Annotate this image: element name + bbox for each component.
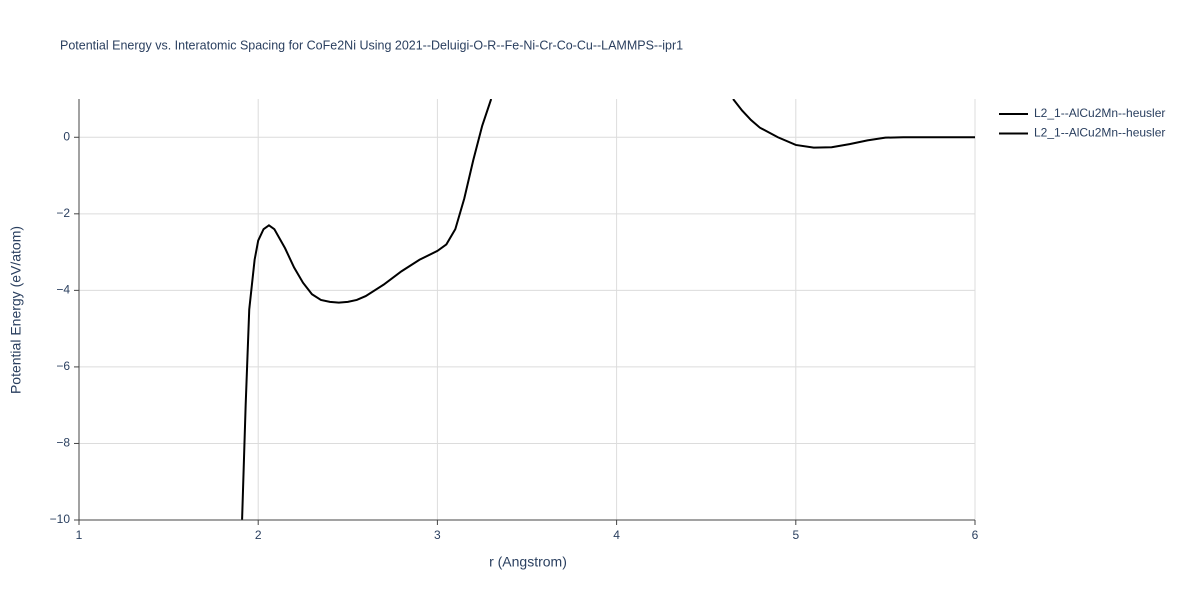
x-tick-label: 5 xyxy=(792,528,799,542)
legend-label: L2_1--AlCu2Mn--heusler xyxy=(1034,106,1165,120)
series-line xyxy=(732,99,975,149)
y-axis-label: Potential Energy (eV/atom) xyxy=(8,226,24,394)
plot-area xyxy=(241,99,975,520)
y-tick-label: −4 xyxy=(56,283,70,297)
x-axis-label: r (Angstrom) xyxy=(489,554,567,570)
y-tick-label: 0 xyxy=(63,129,70,143)
x-tick-label: 4 xyxy=(613,528,620,542)
x-tick-label: 2 xyxy=(255,528,262,542)
series-line xyxy=(241,99,493,520)
y-tick-label: −10 xyxy=(50,512,71,526)
x-tick-label: 3 xyxy=(434,528,441,542)
grid xyxy=(78,99,976,521)
y-tick-label: −2 xyxy=(56,206,70,220)
y-tick-label: −6 xyxy=(56,359,70,373)
x-tick-label: 1 xyxy=(76,528,83,542)
axes: 1 2 3 4 5 6 −10 −8 −6 −4 −2 0 xyxy=(50,99,979,542)
y-tick-label: −8 xyxy=(56,436,70,450)
legend-label: L2_1--AlCu2Mn--heusler xyxy=(1034,126,1165,140)
chart-title: Potential Energy vs. Interatomic Spacing… xyxy=(60,38,683,52)
x-tick-label: 6 xyxy=(972,528,979,542)
